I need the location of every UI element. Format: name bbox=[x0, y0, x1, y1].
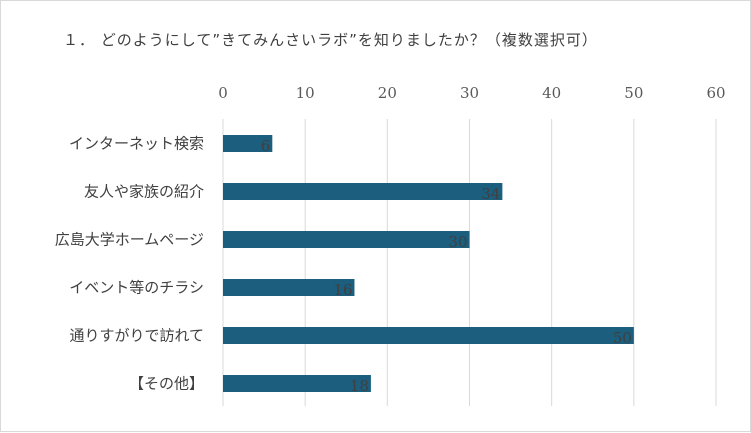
data-label: 50 bbox=[613, 329, 632, 347]
x-axis-ticks: 0 10 20 30 40 50 60 bbox=[218, 84, 725, 102]
data-label: 18 bbox=[350, 377, 369, 395]
x-tick-label: 50 bbox=[624, 84, 643, 102]
x-tick-label: 20 bbox=[378, 84, 397, 102]
data-label: 6 bbox=[261, 137, 271, 155]
x-tick-label: 60 bbox=[706, 84, 725, 102]
x-tick-label: 10 bbox=[296, 84, 315, 102]
x-tick-label: 30 bbox=[460, 84, 479, 102]
chart-title: １． どのようにして”きてみんさいラボ”を知りましたか？（複数選択可） bbox=[63, 31, 598, 49]
category-label: イベント等のチラシ bbox=[69, 279, 204, 297]
data-labels: 6 34 30 16 50 18 bbox=[261, 137, 632, 395]
data-label: 16 bbox=[333, 281, 352, 299]
bar bbox=[223, 279, 355, 296]
bars bbox=[223, 135, 634, 392]
bar bbox=[223, 327, 634, 344]
category-label: 広島大学ホームページ bbox=[55, 231, 204, 249]
data-label: 34 bbox=[481, 185, 500, 203]
category-label: インターネット検索 bbox=[69, 135, 204, 153]
bar bbox=[223, 231, 470, 248]
category-labels: インターネット検索友人や家族の紹介広島大学ホームページイベント等のチラシ通りすが… bbox=[55, 135, 204, 393]
bar bbox=[223, 135, 273, 152]
grid-lines bbox=[222, 119, 717, 406]
bar bbox=[223, 375, 371, 392]
x-tick-label: 40 bbox=[542, 84, 561, 102]
data-label: 30 bbox=[448, 233, 467, 251]
category-label: 通りすがりで訪れて bbox=[69, 327, 204, 345]
bar bbox=[223, 183, 503, 200]
category-label: 友人や家族の紹介 bbox=[84, 183, 204, 201]
x-tick-label: 0 bbox=[218, 84, 228, 102]
category-label: 【その他】 bbox=[129, 375, 204, 393]
